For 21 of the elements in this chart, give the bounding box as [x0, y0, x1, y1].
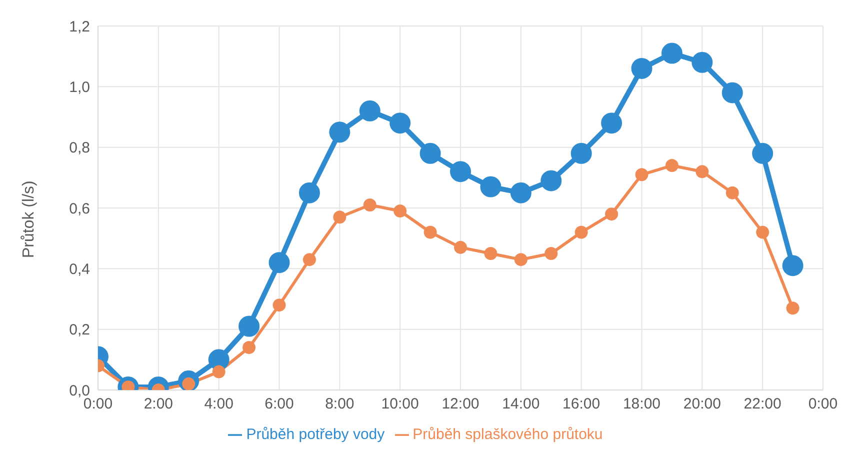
y-tick-label: 0,2 — [69, 322, 90, 339]
y-axis-title: Průtok (l/s) — [20, 180, 38, 258]
y-tick-label: 1,2 — [69, 18, 90, 36]
y-tick-label: 0,4 — [69, 260, 90, 278]
x-tick-label: 0:00 — [808, 396, 838, 413]
x-tick-label: 22:00 — [744, 396, 782, 413]
x-tick-label: 6:00 — [264, 396, 294, 413]
x-tick-label: 2:00 — [144, 396, 174, 413]
legend-label: Průběh splaškového průtoku — [412, 426, 603, 443]
y-tick-label: 0,8 — [69, 140, 90, 157]
x-tick-label: 14:00 — [502, 396, 540, 413]
x-tick-label: 16:00 — [562, 396, 600, 413]
y-tick-label: 0,6 — [69, 200, 90, 218]
x-tick-label: 10:00 — [381, 396, 419, 413]
x-tick-label: 20:00 — [683, 396, 721, 413]
legend-label: Průběh potřeby vody — [246, 426, 385, 443]
x-tick-label: 8:00 — [325, 396, 354, 413]
y-tick-label: 1,0 — [69, 78, 90, 96]
x-tick-label: 4:00 — [204, 396, 234, 413]
x-tick-label: 12:00 — [442, 396, 480, 413]
x-tick-label: 18:00 — [622, 396, 661, 413]
